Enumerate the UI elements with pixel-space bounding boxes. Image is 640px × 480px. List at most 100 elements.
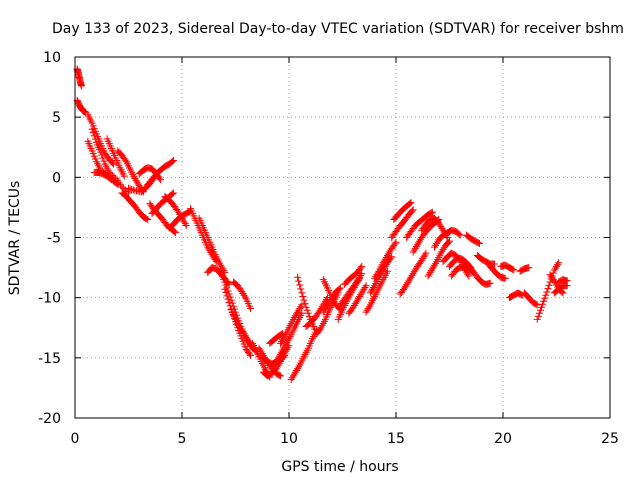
- data-point: [353, 296, 361, 304]
- data-point: [279, 336, 287, 344]
- series-track-33: [302, 294, 332, 331]
- x-tick-label: 20: [494, 431, 512, 447]
- data-point: [374, 269, 382, 277]
- data-point: [283, 345, 291, 353]
- data-point: [272, 365, 280, 373]
- data-point: [554, 261, 562, 269]
- data-point: [357, 264, 365, 272]
- data-point: [143, 215, 151, 223]
- data-point: [107, 176, 115, 184]
- data-point: [362, 308, 370, 316]
- data-point: [409, 206, 417, 214]
- data-point: [275, 352, 283, 360]
- data-point: [401, 284, 409, 292]
- data-point: [383, 252, 391, 260]
- data-point: [274, 361, 282, 369]
- data-point: [356, 292, 364, 300]
- data-point: [370, 283, 378, 291]
- data-point: [437, 249, 445, 257]
- series-track-12: [144, 156, 177, 189]
- data-point: [464, 270, 472, 278]
- data-point: [413, 241, 421, 249]
- data-point: [125, 184, 132, 192]
- data-point: [545, 281, 553, 289]
- data-point: [226, 302, 234, 310]
- data-point: [439, 246, 447, 254]
- data-point: [363, 306, 371, 314]
- data-point: [245, 350, 253, 358]
- data-point: [121, 156, 129, 164]
- y-tick-label: 10: [43, 50, 61, 66]
- data-point: [329, 295, 337, 303]
- data-point: [402, 282, 410, 290]
- data-point: [381, 255, 389, 263]
- data-point: [305, 312, 313, 320]
- data-point: [289, 315, 297, 323]
- data-point: [325, 299, 333, 307]
- data-point: [328, 294, 336, 302]
- data-point: [298, 289, 306, 297]
- series-track-50: [424, 237, 453, 280]
- data-point: [244, 337, 252, 345]
- data-point: [292, 310, 300, 318]
- data-point: [290, 314, 298, 322]
- data-point: [429, 263, 437, 271]
- data-point: [273, 356, 281, 364]
- data-point: [276, 372, 284, 380]
- data-point: [131, 175, 139, 183]
- data-point: [316, 325, 324, 333]
- data-point: [357, 271, 365, 279]
- y-tick-label: -5: [47, 231, 61, 247]
- series-track-16: [165, 207, 195, 232]
- data-point: [553, 262, 560, 270]
- data-point: [284, 336, 292, 344]
- series-track-07: [103, 135, 128, 180]
- data-point: [336, 284, 344, 292]
- series-track-60: [505, 289, 526, 302]
- data-point: [509, 265, 517, 273]
- data-point: [435, 219, 443, 227]
- data-point: [292, 366, 300, 374]
- data-point: [206, 247, 214, 255]
- data-point: [289, 372, 297, 380]
- data-point: [302, 303, 310, 311]
- data-point: [246, 304, 254, 312]
- data-point: [539, 300, 547, 308]
- data-point: [335, 285, 343, 293]
- data-point: [274, 354, 282, 362]
- data-point: [356, 273, 364, 281]
- series-track-30: [276, 301, 306, 347]
- y-axis-label: SDTVAR / TECUs: [7, 181, 23, 296]
- x-tick-label: 25: [601, 431, 619, 447]
- data-point: [320, 306, 328, 314]
- data-point: [245, 339, 253, 347]
- data-point: [365, 303, 373, 311]
- data-point: [424, 272, 432, 280]
- series-track-47: [403, 208, 436, 241]
- data-point: [359, 287, 367, 295]
- y-tick-label: -15: [38, 351, 61, 367]
- series-track-23: [229, 278, 254, 312]
- series-track-45: [390, 199, 415, 223]
- data-point: [366, 289, 374, 297]
- data-point: [324, 301, 332, 309]
- data-point: [295, 363, 303, 371]
- series-track-27: [259, 342, 293, 380]
- data-point: [77, 82, 85, 90]
- data-point: [405, 277, 413, 285]
- data-point: [297, 303, 305, 311]
- data-point: [301, 300, 309, 308]
- data-point: [171, 228, 179, 236]
- data-point: [298, 309, 306, 317]
- series-track-39: [341, 262, 366, 288]
- data-point: [364, 304, 372, 312]
- data-point: [350, 301, 358, 309]
- data-point: [118, 183, 126, 191]
- x-tick-label: 0: [71, 431, 80, 447]
- data-point: [414, 239, 422, 247]
- data-point: [353, 277, 361, 285]
- data-point: [281, 342, 289, 350]
- data-point: [172, 229, 180, 237]
- data-point: [241, 293, 249, 301]
- data-point: [437, 223, 445, 231]
